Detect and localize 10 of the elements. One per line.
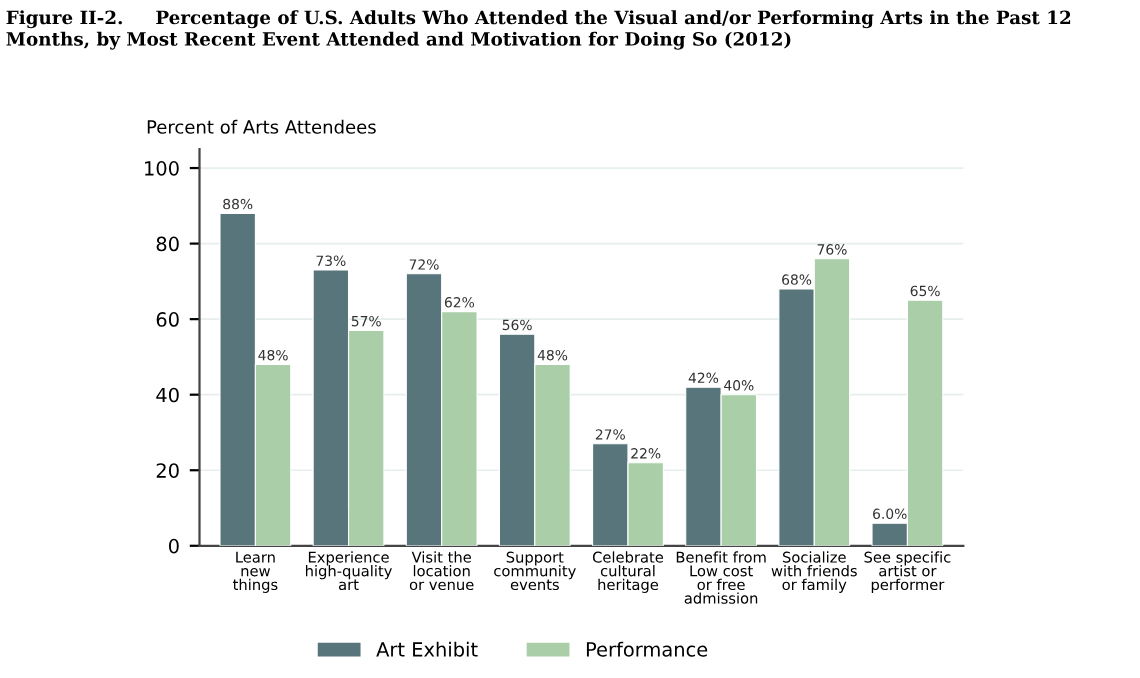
y-tick-label: 20 xyxy=(156,463,179,478)
y-tick-label: 60 xyxy=(156,312,179,327)
y-tick-label: 0 xyxy=(168,538,179,554)
legend-label: Performance xyxy=(586,641,708,657)
legend-label: Art Exhibit xyxy=(376,641,478,657)
y-tick-label: 80 xyxy=(156,236,179,252)
y-tick-label: 100 xyxy=(145,161,179,176)
y-axis-title: Percent of Arts Attendees xyxy=(147,119,376,134)
chart-title: Figure II-2. Percentage of U.S. Adults Who Attended the Visual and/or Performing Arts in the Past 12 Months, by Most Recent Event Attended and Motivation for Doing So (2012) xyxy=(6,10,1071,50)
y-tick-label: 40 xyxy=(156,387,179,403)
